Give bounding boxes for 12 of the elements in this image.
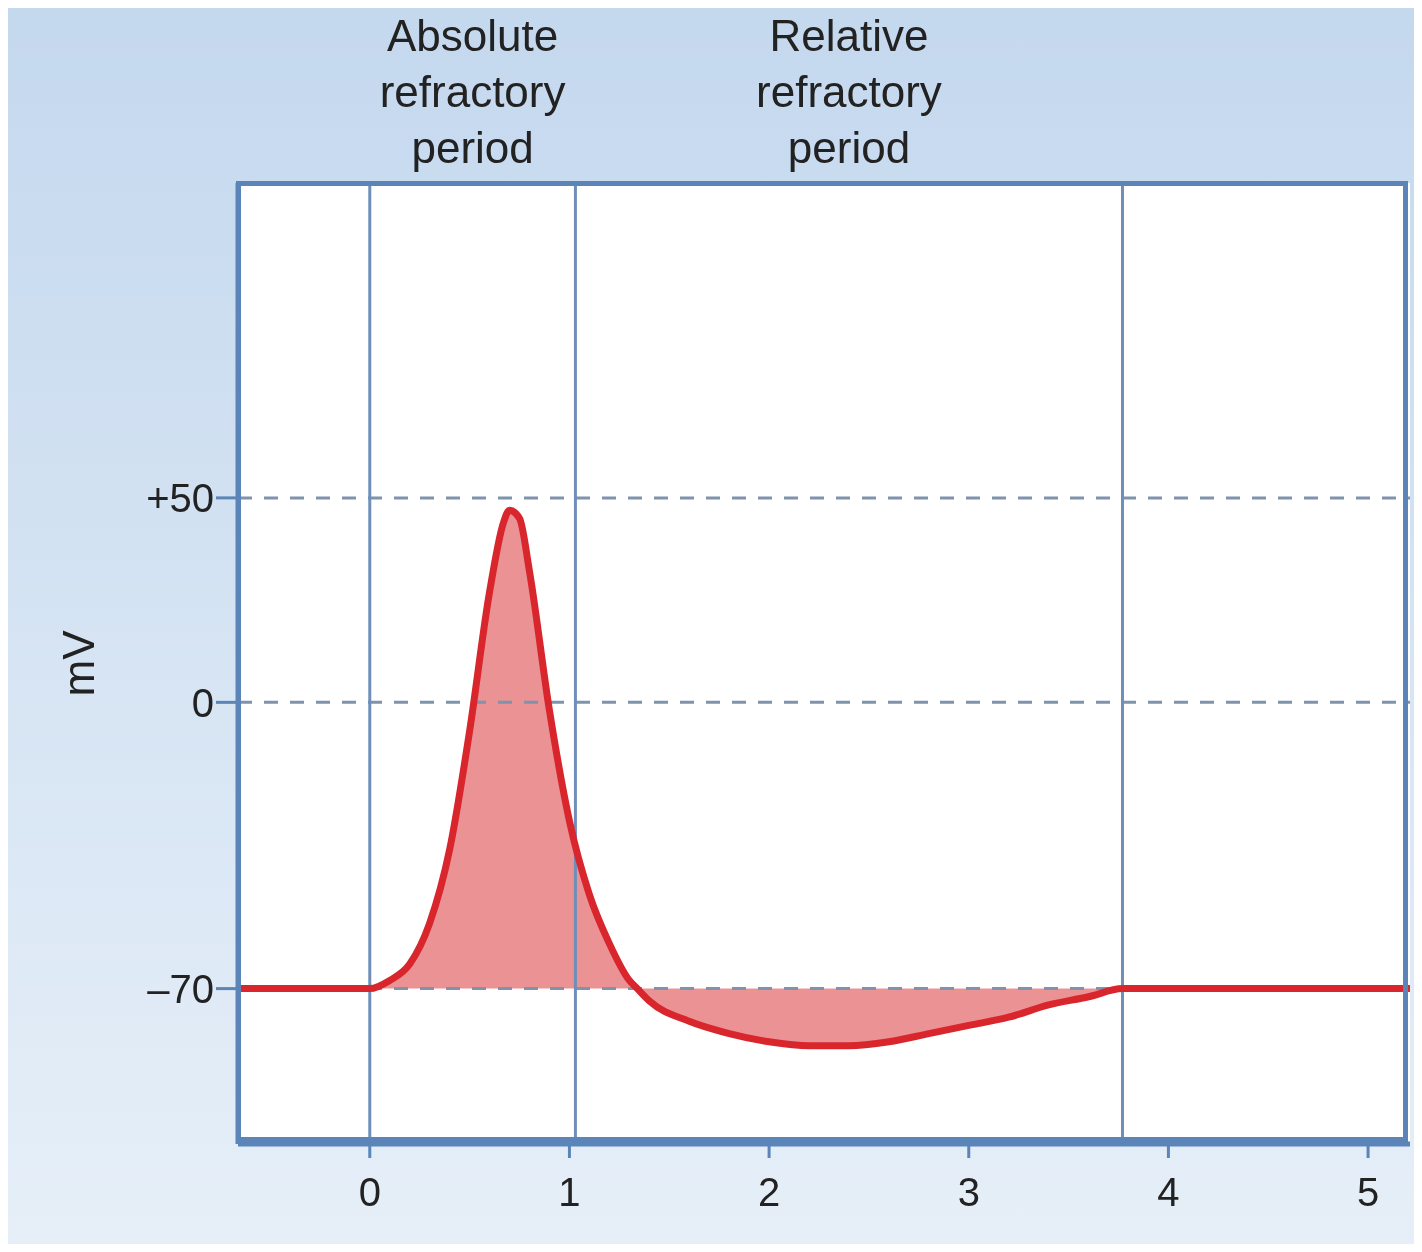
- x-tick-label: 3: [957, 1170, 980, 1215]
- text: Relative refractory period: [756, 11, 942, 172]
- x-tick-label: 0: [358, 1170, 381, 1215]
- x-tick-label: 4: [1157, 1170, 1180, 1215]
- x-tick-label: 2: [757, 1170, 781, 1215]
- x-tick-label: 5: [1356, 1170, 1380, 1215]
- y-tick-label: +50: [146, 476, 214, 521]
- y-axis-title: mV: [53, 629, 103, 697]
- y-tick-label: –70: [147, 966, 214, 1011]
- text: Absolute refractory period: [379, 11, 566, 172]
- y-tick-label: 0: [191, 680, 214, 725]
- x-tick-label: 1: [558, 1170, 581, 1215]
